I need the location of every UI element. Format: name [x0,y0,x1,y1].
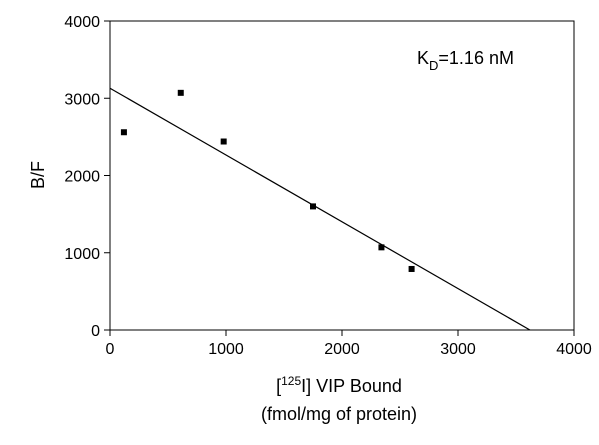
x-axis: 0 1000 2000 3000 4000 [106,330,592,358]
y-tick-label: 0 [91,323,100,340]
x-tick-label: 0 [106,341,115,358]
data-points [120,89,415,272]
x-tick-label: 4000 [556,341,592,358]
data-point [408,265,415,272]
y-tick-label: 3000 [64,91,100,108]
y-axis-title: B/F [28,161,48,189]
x-tick-label: 1000 [208,341,244,358]
x-axis-title-line2: (fmol/mg of protein) [261,404,417,424]
annotation-kd: KD=1.16 nM [417,48,514,73]
x-axis-title-line1: [125I] VIP Bound [276,374,402,396]
data-point [177,89,184,96]
y-tick-label: 2000 [64,169,100,186]
data-point [220,138,227,145]
data-point [120,129,127,136]
data-point [310,203,316,210]
fit-line-group [109,87,531,331]
x-tick-label: 2000 [324,341,360,358]
data-point [378,244,385,251]
x-tick-label: 3000 [440,341,476,358]
y-tick-label: 4000 [64,14,100,31]
y-axis: 0 1000 2000 3000 4000 [64,14,110,340]
regression-line [109,87,531,331]
y-tick-label: 1000 [64,246,100,263]
